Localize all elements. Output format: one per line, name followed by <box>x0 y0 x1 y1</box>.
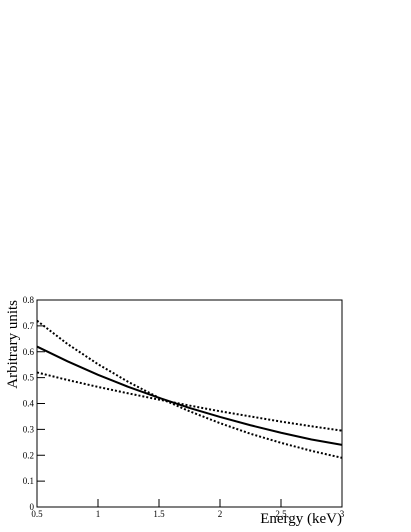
x-tick-label: 1 <box>96 509 101 519</box>
y-tick-label: 0.6 <box>23 347 35 357</box>
line-series <box>36 319 343 459</box>
y-tick-label: 0 <box>30 502 35 512</box>
y-tick-label: 0.3 <box>23 424 35 434</box>
y-tick-label: 0.4 <box>23 399 35 409</box>
x-tick-label: 1.5 <box>153 509 165 519</box>
y-tick-label: 0.5 <box>23 373 35 383</box>
x-axis-title: Energy (keV) <box>260 511 342 527</box>
x-tick-label: 2.5 <box>275 509 287 519</box>
x-tick-label: 0.5 <box>31 509 43 519</box>
y-tick-label: 0.1 <box>23 476 34 486</box>
x-tick-label: 2 <box>218 509 223 519</box>
x-tick-label: 3 <box>340 509 345 519</box>
y-tick-label: 0.8 <box>23 295 35 305</box>
y-axis-title: Arbitrary units <box>5 300 21 389</box>
line-series <box>36 371 343 432</box>
y-tick-label: 0.7 <box>23 321 35 331</box>
y-tick-label: 0.2 <box>23 450 34 460</box>
line-series <box>36 345 343 446</box>
plot-frame <box>36 299 343 508</box>
